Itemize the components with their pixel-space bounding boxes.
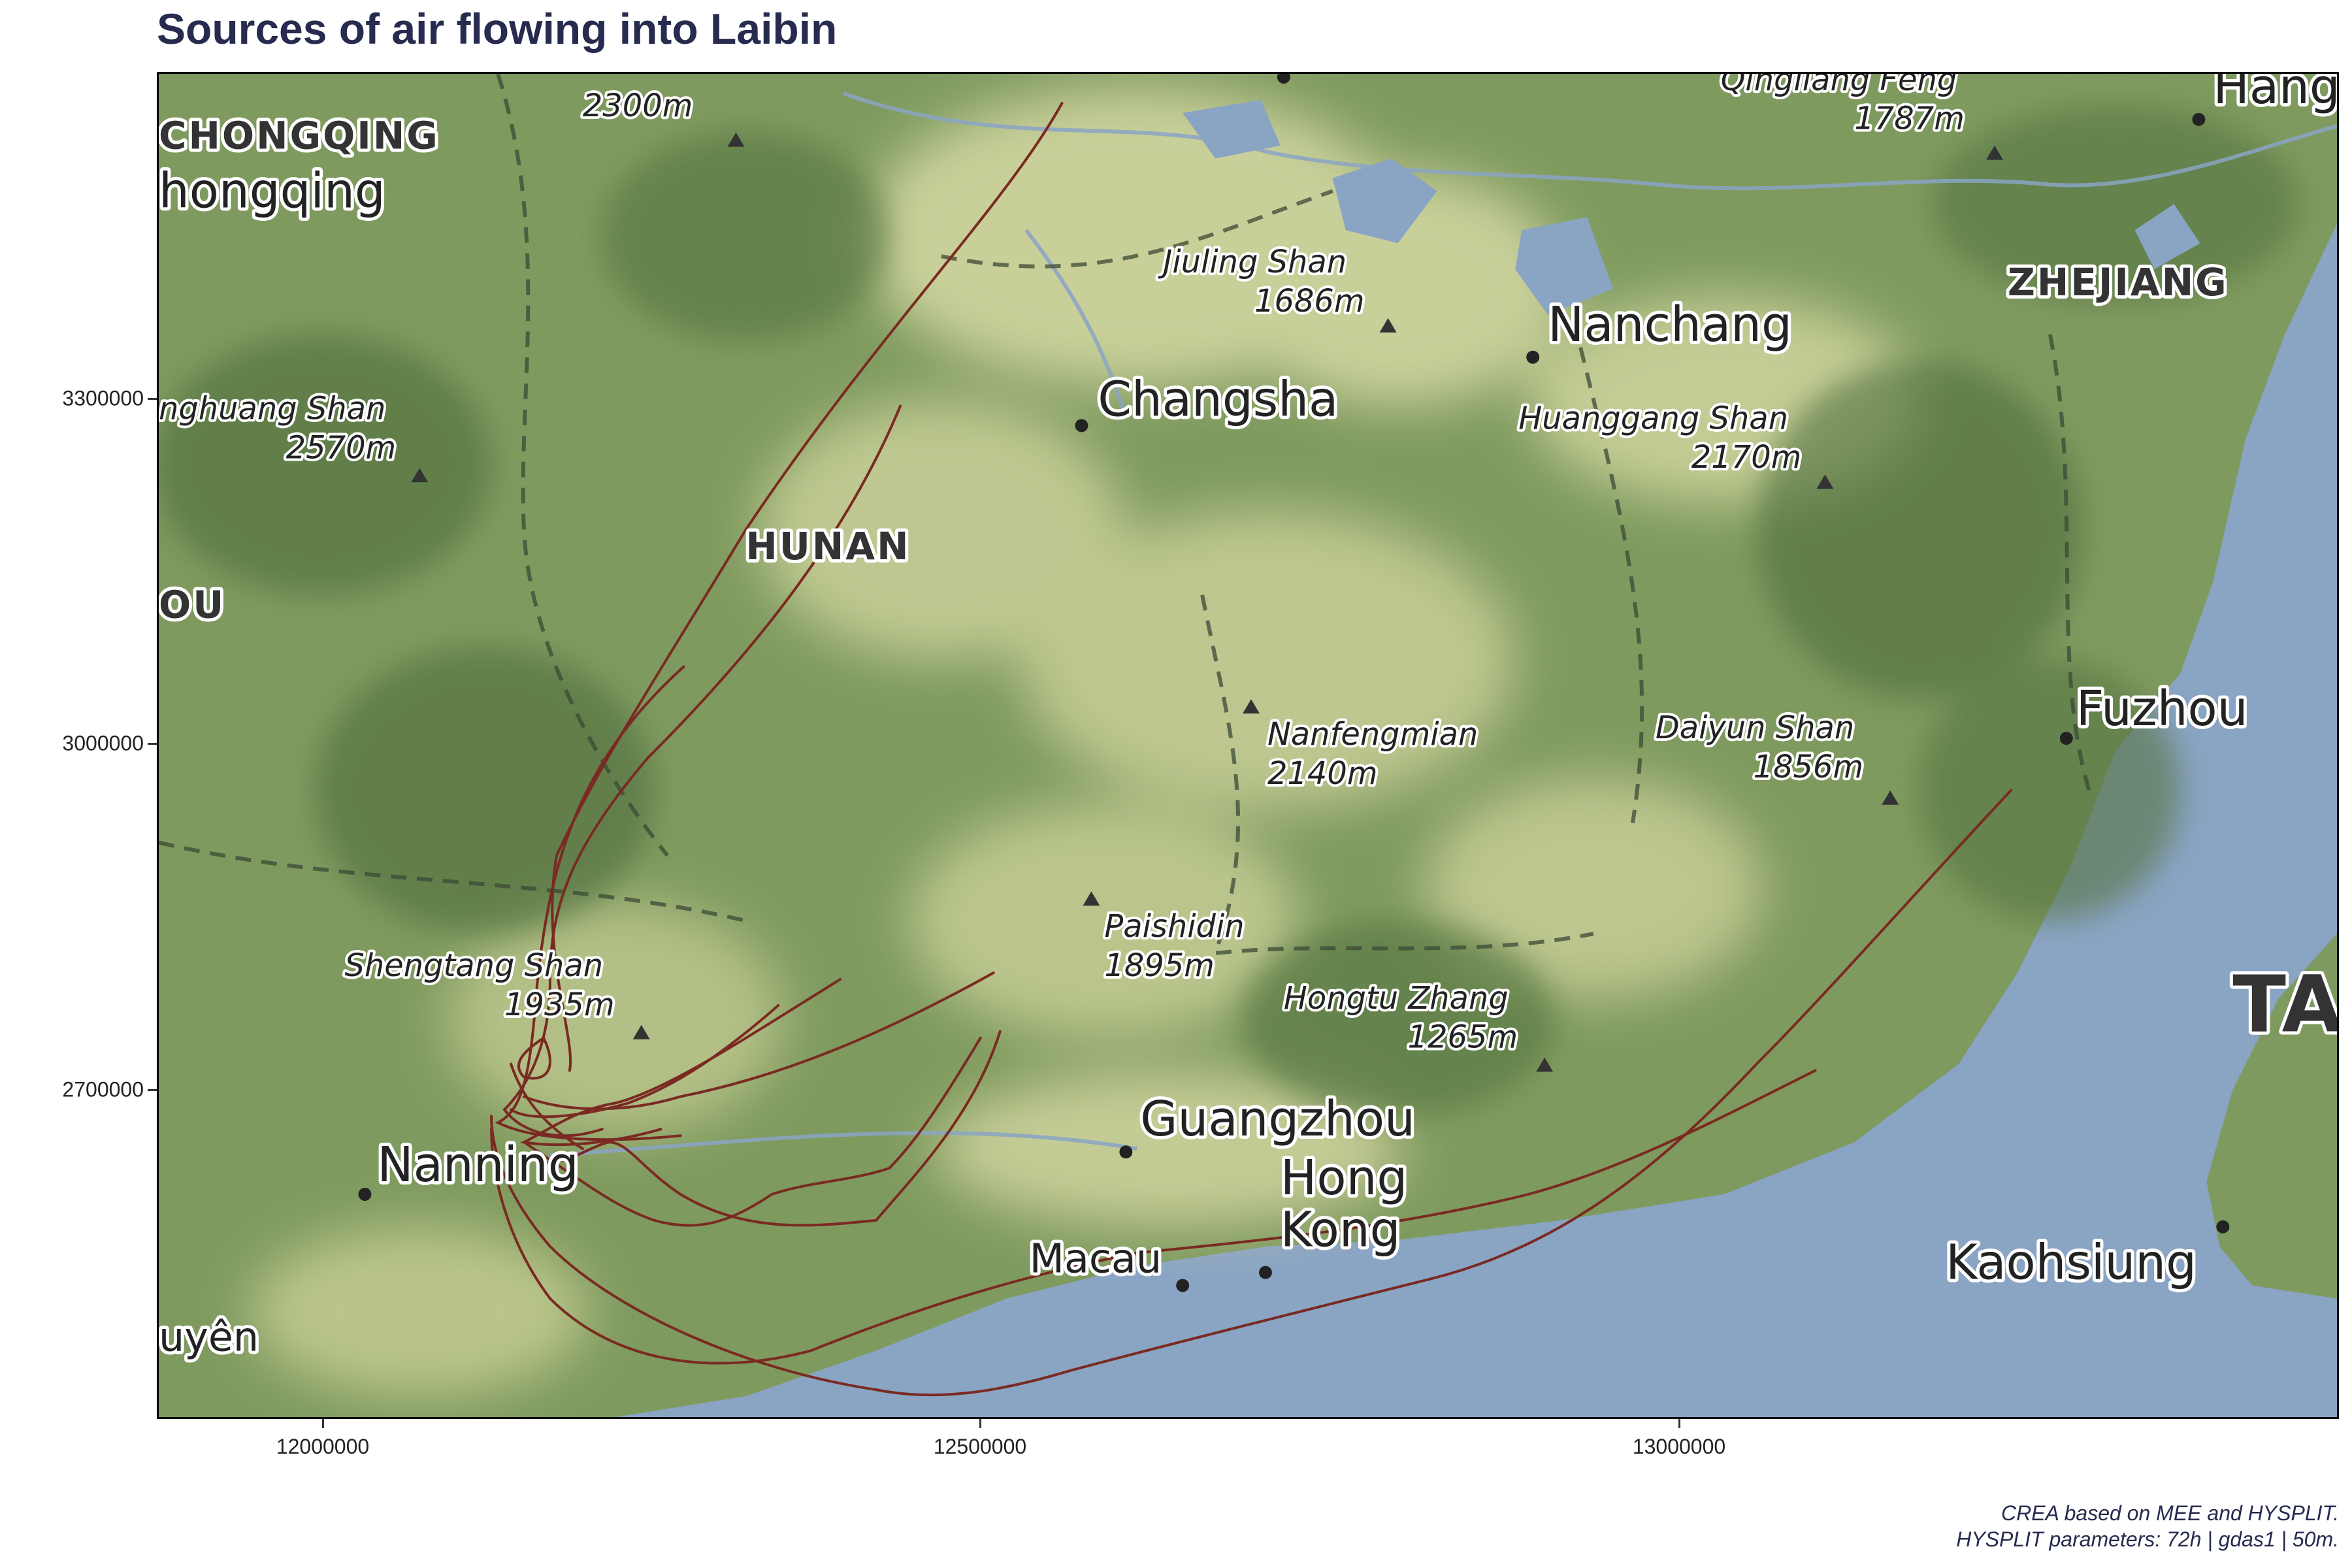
chart-title: Sources of air flowing into Laibin: [157, 5, 838, 53]
peak-label-nanfengmian-name: Nanfengmian: [1267, 717, 1478, 753]
map-panel[interactable]: CHONGQING HUNAN ZHEJIANG OU TA hongqing …: [157, 72, 2339, 1419]
city-markers: [358, 74, 2230, 1292]
trajectory-11: [517, 1036, 551, 1080]
city-label-nanning: Nanning: [377, 1137, 578, 1193]
peak-label-paishidin-name: Paishidin: [1104, 909, 1244, 945]
province-label-zhejiang: ZHEJIANG: [2008, 260, 2229, 304]
caption-line-1: CREA based on MEE and HYSPLIT.: [2001, 1501, 2339, 1525]
y-tick-label-3300000: 3300000: [62, 386, 144, 410]
city-label-uyen: uyên: [159, 1313, 259, 1360]
trajectories: [490, 101, 2012, 1397]
peak-label-daiyun-elev: 1856m: [1754, 749, 1864, 785]
peak-label-jiuling-elev: 1686m: [1254, 284, 1365, 319]
lakes: [1183, 99, 2200, 315]
y-tick-label-3000000: 3000000: [62, 731, 144, 755]
x-tick-label-13000000: 13000000: [1632, 1435, 1726, 1458]
peak-label-fanghuang-elev: 2570m: [286, 430, 397, 466]
y-tick-mark: [148, 743, 157, 745]
taiwan: [2206, 934, 2337, 1299]
peak-label-shengtang-elev: 1935m: [504, 987, 615, 1023]
peak-label-qingliang-name: Qingliang Feng: [1721, 74, 1957, 98]
peak-label-hongtu-name: Hongtu Zhang: [1284, 981, 1509, 1017]
peak-label-jiuling-name: Jiuling Shan: [1158, 244, 1347, 280]
caption-line-2: HYSPLIT parameters: 72h | gdas1 | 50m.: [1956, 1527, 2339, 1551]
y-tick-label-2700000: 2700000: [62, 1077, 144, 1102]
peak-label-shengtang-name: Shengtang Shan: [344, 948, 603, 984]
y-tick-mark: [148, 398, 157, 400]
x-tick-label-12000000: 12000000: [276, 1435, 370, 1458]
peak-label-daiyun-name: Daiyun Shan: [1656, 710, 1854, 746]
province-borders: [159, 74, 2091, 956]
trajectory-10: [522, 971, 995, 1111]
x-tick-mark: [322, 1419, 324, 1428]
rivers: [549, 91, 2337, 1158]
city-label-hong: Hong: [1281, 1150, 1407, 1206]
city-label-guangzhou: Guangzhou: [1140, 1091, 1415, 1147]
peak-label-nanfengmian-elev: 2140m: [1267, 756, 1378, 792]
city-label-kaohsiung: Kaohsiung: [1946, 1235, 2197, 1291]
trajectory-1: [551, 101, 1064, 1072]
peak-markers: [411, 132, 2003, 1072]
x-tick-label-12500000: 12500000: [933, 1435, 1027, 1458]
peak-label-hongtu-elev: 1265m: [1408, 1020, 1518, 1056]
city-label-macau: Macau: [1030, 1235, 1162, 1282]
trajectory-6: [522, 1030, 1002, 1227]
city-label-fuzhou: Fuzhou: [2076, 681, 2248, 737]
province-label-ou: OU: [159, 583, 225, 627]
caption: CREA based on MEE and HYSPLIT. HYSPLIT p…: [1956, 1500, 2339, 1552]
x-tick-mark: [1678, 1419, 1680, 1428]
province-label-chongqing: CHONGQING: [159, 114, 440, 158]
trajectory-8: [490, 789, 2012, 1397]
y-tick-mark: [148, 1089, 157, 1091]
peak-label-qingliang-elev: 1787m: [1854, 101, 1965, 137]
province-label-ta: TA: [2232, 960, 2337, 1051]
city-label-kong: Kong: [1281, 1202, 1401, 1258]
peak-label-paishidin-elev: 1895m: [1104, 948, 1215, 984]
city-label-nanchang: Nanchang: [1548, 297, 1792, 353]
peak-label-fanghuang-name: nghuang Shan: [159, 391, 385, 427]
peak-label-huanggang-name: Huanggang Shan: [1518, 400, 1788, 436]
province-label-hunan: HUNAN: [745, 524, 910, 568]
lowland-texture: [250, 86, 1920, 1397]
x-tick-mark: [979, 1419, 981, 1428]
city-label-hang: Hang: [2213, 74, 2337, 115]
trajectory-2: [502, 404, 902, 1137]
map-svg: CHONGQING HUNAN ZHEJIANG OU TA hongqing …: [159, 74, 2337, 1417]
city-label-changsha: Changsha: [1098, 372, 1338, 428]
trajectory-7: [522, 1036, 982, 1227]
svg-text:2300m: 2300m: [583, 88, 693, 124]
mountain-texture: [159, 106, 2298, 1117]
trajectory-9: [490, 1069, 1817, 1365]
peak-labels: 2300m Jiuling Shan 1686m Huanggang Shan …: [159, 74, 1967, 1058]
city-label-chongqing: hongqing: [159, 163, 385, 219]
peak-label-huanggang-elev: 2170m: [1691, 440, 1802, 476]
trajectory-12: [510, 1062, 584, 1151]
